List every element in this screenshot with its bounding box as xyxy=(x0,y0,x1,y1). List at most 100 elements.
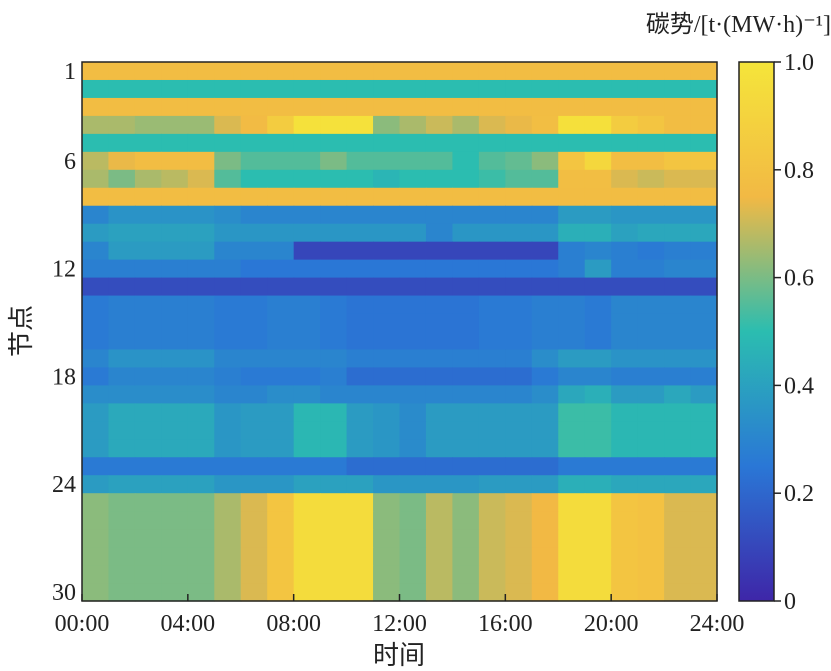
heatmap-cell-node-12-t14 xyxy=(452,259,480,279)
heatmap-cell-node-8-t9 xyxy=(320,187,348,207)
heatmap-cell-node-15-t10 xyxy=(346,313,374,333)
heatmap-cell-node-18-t5 xyxy=(214,367,242,386)
heatmap-cell-node-27-t17 xyxy=(531,529,559,548)
heatmap-cell-node-28-t4 xyxy=(187,547,215,566)
heatmap-cell-node-6-t2 xyxy=(134,151,162,171)
x-tick-label-1: 04:00 xyxy=(160,611,215,637)
heatmap-cell-node-1-t9 xyxy=(320,62,348,81)
heatmap-cell-node-17-t2 xyxy=(134,349,162,369)
heatmap-cell-node-21-t4 xyxy=(187,421,215,440)
y-tick-label-1: 6 xyxy=(64,149,76,175)
heatmap-cell-node-9-t6 xyxy=(240,205,268,225)
heatmap-cell-node-3-t17 xyxy=(531,97,559,117)
y-tick-label-0: 1 xyxy=(64,59,76,85)
heatmap-cell-node-22-t22 xyxy=(664,439,692,458)
heatmap-cell-node-29-t14 xyxy=(452,565,480,584)
heatmap-cell-node-25-t0 xyxy=(82,493,110,512)
heatmap-cell-node-17-t3 xyxy=(161,349,189,369)
heatmap-cell-node-29-t9 xyxy=(320,565,348,584)
heatmap-cell-node-18-t19 xyxy=(584,367,612,386)
heatmap-cell-node-6-t7 xyxy=(267,151,295,171)
heatmap-cell-node-7-t4 xyxy=(187,169,215,189)
heatmap-cell-node-7-t8 xyxy=(293,169,321,189)
heatmap-cell-node-29-t3 xyxy=(161,565,189,584)
heatmap-cell-node-8-t2 xyxy=(134,187,162,207)
heatmap-cell-node-21-t21 xyxy=(637,421,665,440)
heatmap-cell-node-15-t0 xyxy=(82,313,110,333)
heatmap-cell-node-21-t1 xyxy=(108,421,136,440)
heatmap-cell-node-25-t15 xyxy=(478,493,506,512)
heatmap-cell-node-20-t2 xyxy=(134,403,162,422)
heatmap-cell-node-3-t6 xyxy=(240,97,268,117)
heatmap-cell-node-25-t22 xyxy=(664,493,692,512)
heatmap-cell-node-25-t7 xyxy=(267,493,295,512)
heatmap-cell-node-2-t18 xyxy=(558,79,586,99)
heatmap-cell-node-23-t23 xyxy=(690,457,718,476)
heatmap-cell-node-11-t15 xyxy=(478,241,506,261)
heatmap-cell-node-13-t6 xyxy=(240,277,268,297)
heatmap-cell-node-7-t12 xyxy=(399,169,427,189)
heatmap-cell-node-16-t0 xyxy=(82,331,110,351)
heatmap-cell-node-8-t7 xyxy=(267,187,295,207)
heatmap-cell-node-24-t1 xyxy=(108,475,136,494)
heatmap-cell-node-2-t4 xyxy=(187,79,215,99)
heatmap-cell-node-29-t5 xyxy=(214,565,242,584)
heatmap-cell-node-5-t0 xyxy=(82,133,110,153)
heatmap-cell-node-25-t21 xyxy=(637,493,665,512)
heatmap-cell-node-18-t6 xyxy=(240,367,268,386)
heatmap-cell-node-5-t10 xyxy=(346,133,374,153)
heatmap-cell-node-5-t23 xyxy=(690,133,718,153)
heatmap-cell-node-10-t14 xyxy=(452,223,480,243)
heatmap-cell-node-27-t5 xyxy=(214,529,242,548)
heatmap-cell-node-1-t7 xyxy=(267,62,295,81)
heatmap-cell-node-16-t13 xyxy=(425,331,454,351)
heatmap-cell-node-8-t3 xyxy=(161,187,189,207)
heatmap-cell-node-4-t10 xyxy=(346,115,374,135)
heatmap-cell-node-3-t2 xyxy=(134,97,162,117)
heatmap-cell-node-20-t22 xyxy=(664,403,692,422)
heatmap-cell-node-26-t10 xyxy=(346,511,374,530)
heatmap-cell-node-15-t1 xyxy=(108,313,136,333)
heatmap-cell-node-12-t17 xyxy=(531,259,559,279)
heatmap-cell-node-25-t11 xyxy=(373,493,401,512)
heatmap-cell-node-5-t13 xyxy=(425,133,454,153)
heatmap-cell-node-13-t5 xyxy=(214,277,242,297)
heatmap-cell-node-28-t16 xyxy=(505,547,533,566)
heatmap-cell-node-8-t23 xyxy=(690,187,718,207)
heatmap-cell-node-28-t10 xyxy=(346,547,374,566)
heatmap-cell-node-22-t10 xyxy=(346,439,374,458)
heatmap-cell-node-4-t16 xyxy=(505,115,533,135)
heatmap-cell-node-26-t11 xyxy=(373,511,401,530)
heatmap-cell-node-1-t4 xyxy=(187,62,215,81)
heatmap-cell-node-29-t23 xyxy=(690,565,718,584)
heatmap-cell-node-7-t18 xyxy=(558,169,586,189)
heatmap-cell-node-27-t2 xyxy=(134,529,162,548)
heatmap-cell-node-23-t2 xyxy=(134,457,162,476)
heatmap-cell-node-9-t23 xyxy=(690,205,718,225)
heatmap-cell-node-8-t4 xyxy=(187,187,215,207)
heatmap-cell-node-21-t16 xyxy=(505,421,533,440)
colorbar-tick-label-0: 0 xyxy=(784,589,796,615)
heatmap-cell-node-19-t7 xyxy=(267,385,295,404)
heatmap-cell-node-27-t4 xyxy=(187,529,215,548)
heatmap-cell-node-17-t1 xyxy=(108,349,136,369)
heatmap-cell-node-14-t8 xyxy=(293,295,321,315)
heatmap-cell-node-23-t1 xyxy=(108,457,136,476)
heatmap-cell-node-22-t21 xyxy=(637,439,665,458)
heatmap-cell-node-17-t20 xyxy=(611,349,639,369)
heatmap-cell-node-1-t2 xyxy=(134,62,162,81)
heatmap-cell-node-13-t23 xyxy=(690,277,718,297)
heatmap-cell-node-26-t19 xyxy=(584,511,612,530)
heatmap-cell-node-21-t19 xyxy=(584,421,612,440)
heatmap-cell-node-9-t14 xyxy=(452,205,480,225)
heatmap-cell-node-17-t5 xyxy=(214,349,242,369)
heatmap-cell-node-6-t20 xyxy=(611,151,639,171)
heatmap-cell-node-3-t4 xyxy=(187,97,215,117)
heatmap-cell-node-24-t20 xyxy=(611,475,639,494)
heatmap-cell-node-11-t20 xyxy=(611,241,639,261)
heatmap-cell-node-1-t19 xyxy=(584,62,612,81)
heatmap-cell-node-29-t1 xyxy=(108,565,136,584)
heatmap-cell-node-30-t1 xyxy=(108,583,136,602)
heatmap-cell-node-8-t18 xyxy=(558,187,586,207)
heatmap-cell-node-4-t9 xyxy=(320,115,348,135)
